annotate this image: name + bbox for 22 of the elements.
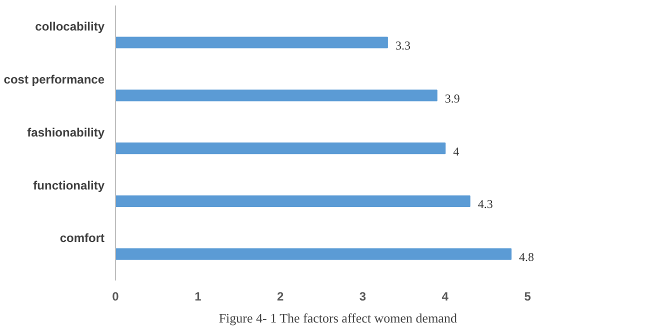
data-label: 4	[453, 144, 460, 158]
bar	[116, 36, 388, 48]
x-tick-label: 2	[276, 290, 284, 304]
data-label: 4.3	[478, 197, 493, 212]
bar	[116, 90, 438, 102]
y-tick-label: cost performance	[4, 72, 105, 87]
bar	[116, 195, 470, 207]
bar	[116, 142, 446, 154]
y-tick-label: collocability	[35, 20, 105, 34]
x-tick-label: 3	[359, 290, 366, 304]
x-tick-label: 1	[194, 290, 202, 304]
data-label: 3.9	[444, 91, 460, 106]
y-tick-label: fashionability	[27, 125, 105, 140]
bar	[116, 248, 512, 260]
x-tick-label: 5	[524, 290, 532, 304]
x-tick-label: 0	[112, 290, 120, 304]
text: Figure 4- 1 The factors affect women demand	[218, 310, 458, 326]
data-label: 4.8	[519, 250, 534, 264]
x-tick-label: 4	[442, 290, 449, 304]
data-label: 3.3	[395, 38, 410, 53]
y-tick-label: comfort	[60, 231, 105, 246]
y-tick-label: functionality	[33, 178, 105, 192]
